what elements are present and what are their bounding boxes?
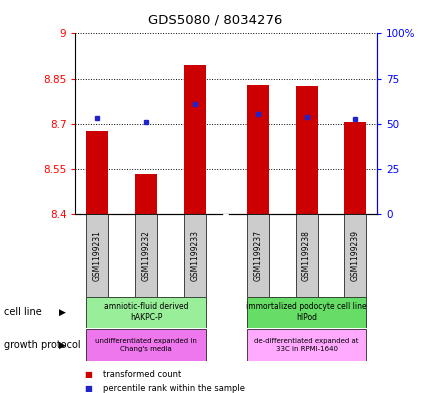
Bar <box>344 122 365 214</box>
Text: growth protocol: growth protocol <box>4 340 81 350</box>
Text: GSM1199232: GSM1199232 <box>141 230 150 281</box>
Bar <box>86 297 205 328</box>
Text: transformed count: transformed count <box>103 370 181 378</box>
Text: GSM1199239: GSM1199239 <box>350 230 359 281</box>
Text: amniotic-fluid derived
hAKPC-P: amniotic-fluid derived hAKPC-P <box>104 302 188 323</box>
Bar <box>135 214 157 297</box>
Bar <box>344 214 365 297</box>
Bar <box>86 329 205 361</box>
Bar <box>135 173 157 214</box>
Text: ■: ■ <box>84 384 92 393</box>
Text: GSM1199231: GSM1199231 <box>92 230 101 281</box>
Text: GSM1199237: GSM1199237 <box>253 230 262 281</box>
Text: GSM1199238: GSM1199238 <box>301 230 310 281</box>
Bar <box>295 214 317 297</box>
Text: ■: ■ <box>84 370 92 378</box>
Bar <box>183 65 205 214</box>
Bar <box>86 131 108 214</box>
Text: GSM1199233: GSM1199233 <box>190 230 199 281</box>
Text: GDS5080 / 8034276: GDS5080 / 8034276 <box>148 14 282 27</box>
Bar <box>246 329 366 361</box>
Bar <box>295 86 317 214</box>
Bar <box>86 214 108 297</box>
Text: ▶: ▶ <box>59 308 66 317</box>
Bar <box>246 214 268 297</box>
Bar <box>246 297 366 328</box>
Bar <box>183 214 205 297</box>
Bar <box>246 84 268 214</box>
Text: undifferentiated expanded in
Chang's media: undifferentiated expanded in Chang's med… <box>95 338 197 352</box>
Text: cell line: cell line <box>4 307 42 318</box>
Text: de-differentiated expanded at
33C in RPMI-1640: de-differentiated expanded at 33C in RPM… <box>254 338 358 352</box>
Text: immortalized podocyte cell line
hIPod: immortalized podocyte cell line hIPod <box>246 302 366 323</box>
Text: percentile rank within the sample: percentile rank within the sample <box>103 384 245 393</box>
Text: ▶: ▶ <box>59 341 66 349</box>
